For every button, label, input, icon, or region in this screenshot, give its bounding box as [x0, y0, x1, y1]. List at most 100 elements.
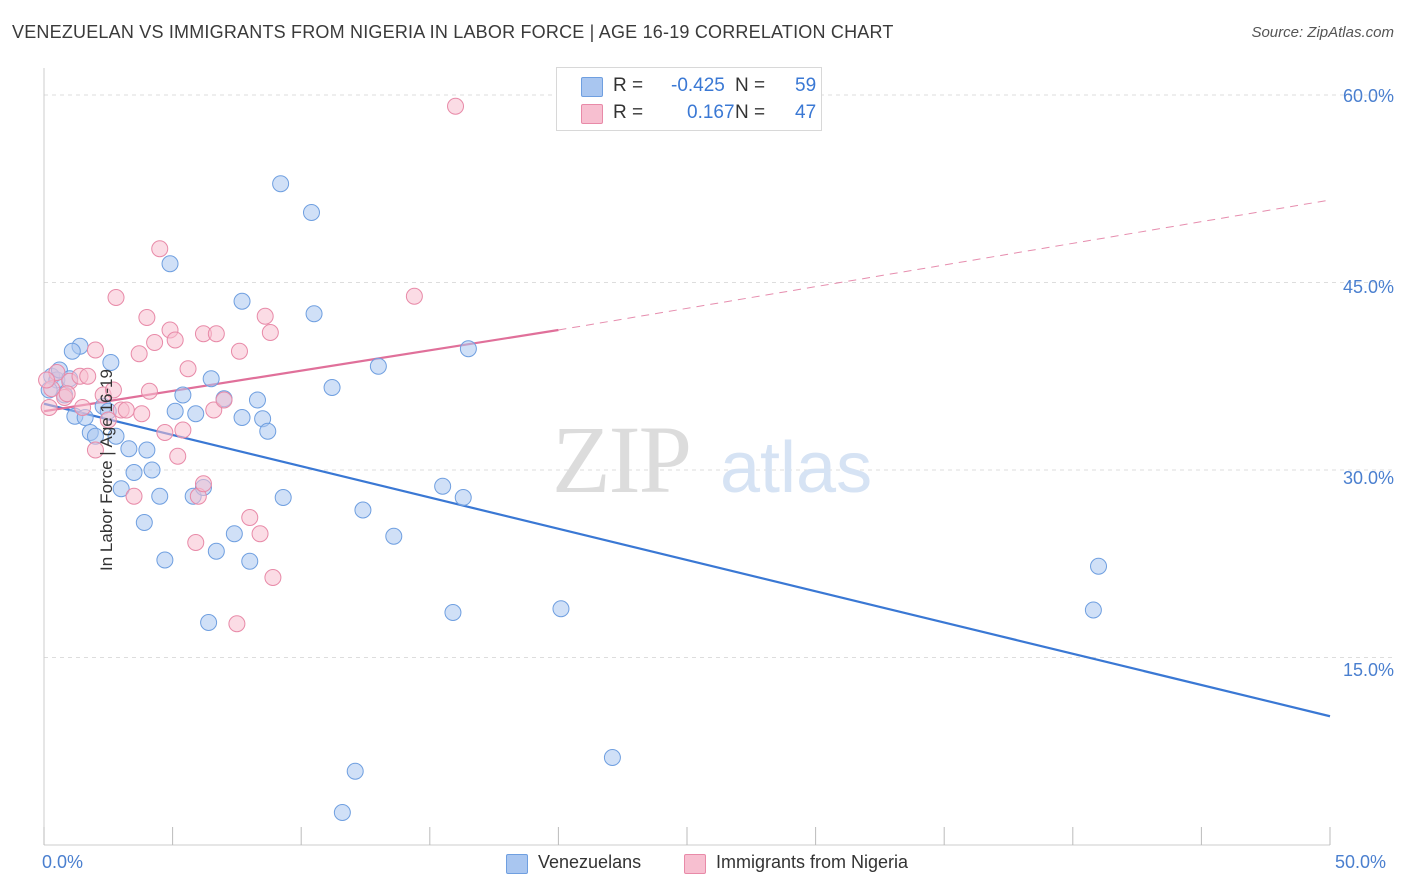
- nigeria-point: [107, 289, 125, 306]
- venezuelan-point: [102, 354, 120, 371]
- venezuelan-point: [369, 357, 387, 375]
- nigeria-point: [40, 399, 58, 416]
- nigeria-point: [174, 421, 192, 439]
- nigeria-point: [194, 475, 212, 493]
- axes: [43, 68, 1331, 846]
- chart-title: VENEZUELAN VS IMMIGRANTS FROM NIGERIA IN…: [12, 22, 894, 42]
- venezuelan-point: [305, 305, 323, 323]
- nigeria-point: [264, 569, 282, 586]
- y-tick-label: 60.0%: [1342, 86, 1394, 106]
- nigeria-point: [74, 399, 92, 416]
- legend-r-label: R =: [613, 102, 644, 123]
- y-tick-label: 45.0%: [1342, 277, 1394, 297]
- nigeria-point: [230, 342, 248, 360]
- nigeria-point: [140, 382, 158, 400]
- venezuelan-point: [259, 422, 277, 440]
- y-tick-label: 15.0%: [1342, 660, 1394, 680]
- nigeria-point: [228, 615, 246, 633]
- venezuelan-point: [385, 527, 403, 545]
- venezuelan-point: [202, 370, 220, 388]
- venezuelan-point: [143, 461, 161, 479]
- venezuelan-point: [274, 489, 292, 506]
- nigeria-point: [146, 334, 164, 351]
- y-tick-label: 30.0%: [1342, 468, 1394, 488]
- legend-swatch-blue: [506, 854, 528, 874]
- nigeria-point: [125, 487, 143, 505]
- legend-n-value: 59: [795, 75, 817, 96]
- nigeria-point: [99, 411, 117, 429]
- venezuelan-point: [125, 464, 143, 481]
- nigeria-point: [207, 325, 225, 343]
- x-tick-label-min: 0.0%: [42, 852, 84, 872]
- nigeria-point: [138, 309, 156, 326]
- venezuelan-point: [333, 804, 351, 821]
- nigeria-point: [79, 367, 97, 385]
- nigeria-point: [187, 534, 205, 551]
- venezuelan-point: [1084, 601, 1102, 619]
- nigeria-point: [447, 97, 465, 115]
- watermark-atlas: atlas: [720, 428, 872, 508]
- legend-n-label: N =: [735, 75, 766, 96]
- venezuelan-point: [354, 501, 372, 519]
- nigeria-point: [215, 391, 233, 409]
- venezuelan-point: [151, 487, 169, 505]
- nigeria-point: [58, 385, 76, 403]
- nigeria-point: [256, 307, 274, 325]
- legend-r-value: 0.167: [687, 102, 735, 123]
- venezuelan-point: [112, 480, 130, 498]
- nigeria-point: [156, 424, 174, 441]
- venezuelan-point: [207, 542, 225, 560]
- nigeria-point: [104, 381, 122, 399]
- venezuelan-point: [1090, 557, 1108, 575]
- nigeria-point: [86, 341, 104, 359]
- venezuelan-point: [233, 292, 251, 310]
- venezuelan-point: [248, 391, 266, 409]
- venezuelan-point: [107, 427, 125, 445]
- legend-r-label: R =: [613, 75, 644, 96]
- venezuelan-point: [459, 340, 477, 358]
- legend-n-label: N =: [735, 102, 766, 123]
- venezuelan-point: [161, 255, 179, 273]
- nigeria-point: [251, 525, 269, 543]
- gridlines: [44, 94, 1392, 658]
- nigeria-point: [38, 371, 56, 389]
- nigeria-point: [117, 401, 135, 419]
- venezuelan-point: [552, 600, 570, 618]
- watermark-zip: ZIP: [552, 406, 690, 513]
- legend-swatch-blue: [581, 77, 603, 97]
- venezuelan-trend-line: [43, 402, 1331, 718]
- nigeria-trend-extrapolation: [558, 199, 1331, 331]
- nigeria-point: [179, 360, 197, 378]
- venezuelan-point: [138, 441, 156, 459]
- venezuelan-point: [120, 440, 138, 458]
- venezuelan-point: [444, 604, 462, 621]
- venezuelan-point: [233, 409, 251, 426]
- venezuelan-point: [63, 342, 81, 360]
- x-tick-label-max: 50.0%: [1335, 852, 1387, 872]
- venezuelan-point: [272, 175, 290, 193]
- nigeria-point: [133, 405, 151, 423]
- nigeria-point: [86, 441, 104, 459]
- venezuelan-point: [434, 477, 452, 495]
- legend-r-value: -0.425: [671, 75, 725, 96]
- legend-label-nigeria: Immigrants from Nigeria: [716, 852, 909, 872]
- venezuelan-point: [603, 749, 621, 766]
- nigeria-point: [151, 240, 169, 258]
- data-points: [38, 97, 1108, 821]
- nigeria-point: [205, 401, 223, 419]
- legend-swatch-pink: [581, 104, 603, 124]
- venezuelan-point: [302, 204, 320, 221]
- venezuelan-point: [166, 402, 184, 420]
- venezuelan-point: [241, 552, 259, 570]
- venezuelan-point: [323, 379, 341, 396]
- nigeria-point: [241, 509, 259, 526]
- venezuelan-point: [346, 762, 364, 780]
- nigeria-point: [261, 324, 279, 341]
- venezuelan-point: [135, 514, 153, 531]
- venezuelan-point: [174, 386, 192, 404]
- legend-label-venezuelans: Venezuelans: [538, 852, 642, 872]
- correlation-legend: R = -0.425 N = 59 R = 0.167 N = 47: [556, 67, 822, 131]
- nigeria-trend-line: [43, 328, 559, 413]
- venezuelan-point: [454, 489, 472, 506]
- venezuelan-point: [187, 405, 205, 423]
